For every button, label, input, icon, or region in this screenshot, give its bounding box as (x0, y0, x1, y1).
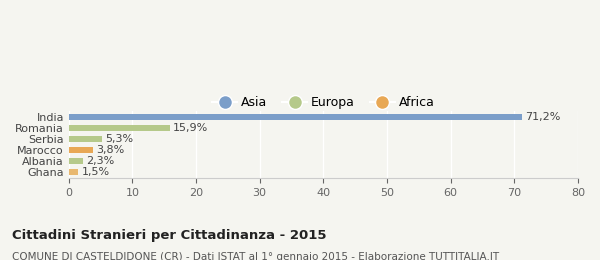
Text: 15,9%: 15,9% (173, 123, 208, 133)
Text: Cittadini Stranieri per Cittadinanza - 2015: Cittadini Stranieri per Cittadinanza - 2… (12, 229, 326, 242)
Text: 3,8%: 3,8% (96, 145, 124, 155)
Bar (69, 169, 78, 176)
Bar (69, 136, 103, 142)
Bar (69, 125, 170, 131)
Text: 5,3%: 5,3% (106, 134, 134, 144)
Bar (69, 158, 83, 164)
Text: 71,2%: 71,2% (525, 112, 560, 122)
Text: 1,5%: 1,5% (82, 167, 110, 177)
Bar (69, 114, 522, 120)
Text: COMUNE DI CASTELDIDONE (CR) - Dati ISTAT al 1° gennaio 2015 - Elaborazione TUTTI: COMUNE DI CASTELDIDONE (CR) - Dati ISTAT… (12, 252, 499, 260)
Bar (69, 147, 93, 153)
Legend: Asia, Europa, Africa: Asia, Europa, Africa (207, 91, 439, 114)
Text: 2,3%: 2,3% (86, 156, 115, 166)
